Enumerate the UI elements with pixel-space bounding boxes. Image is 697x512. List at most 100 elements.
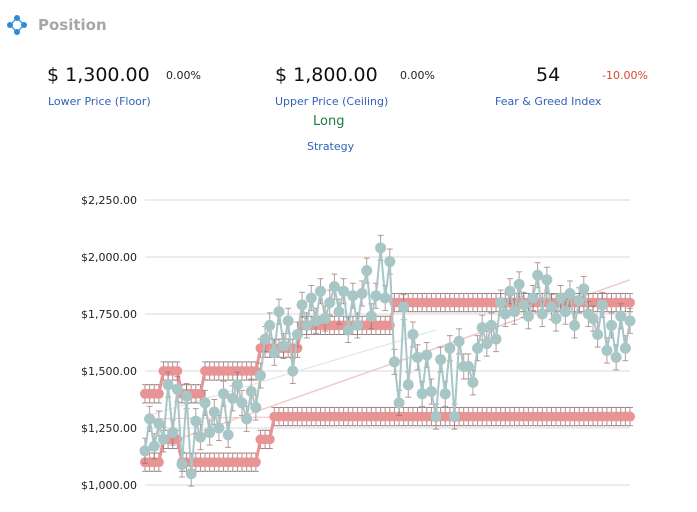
data-point [513, 278, 525, 290]
data-point [204, 427, 216, 439]
data-point [259, 333, 271, 345]
strategy-label: Strategy [307, 140, 355, 153]
data-point [384, 256, 396, 268]
fear-greed-change: -10.00% [602, 69, 648, 82]
data-point [208, 406, 220, 418]
data-point [490, 333, 502, 345]
data-point [268, 347, 280, 359]
data-point [532, 269, 544, 281]
data-point [430, 411, 442, 423]
data-point [393, 397, 405, 409]
data-point [402, 379, 414, 391]
series-price [139, 234, 636, 487]
y-axis-ticks: $1,000.00 $1,250.00 $1,500.00 $1,750.00 $2,0… [81, 194, 137, 492]
data-point [615, 310, 627, 322]
data-point [171, 383, 183, 395]
data-point [241, 413, 253, 425]
data-point [578, 283, 590, 295]
series-line [144, 246, 631, 475]
y-tick-label: $1,750.00 [81, 308, 137, 321]
data-point [439, 388, 451, 400]
data-point [264, 434, 275, 445]
data-point [172, 366, 183, 376]
data-point [342, 324, 354, 336]
data-point [388, 356, 400, 368]
data-point [181, 390, 193, 402]
data-point [444, 342, 456, 354]
chart-grid [145, 199, 630, 486]
data-point [231, 379, 243, 391]
price-range-chart: $1,000.00 $1,250.00 $1,500.00 $1,750.00 $2,0… [81, 194, 636, 492]
data-point [587, 313, 599, 325]
floor-change: 0.00% [166, 69, 201, 82]
data-point [301, 319, 313, 331]
panel-header: Position [6, 10, 107, 40]
data-point [592, 329, 604, 341]
data-point [504, 285, 516, 297]
data-point [162, 379, 174, 391]
data-point [195, 388, 206, 399]
data-point [495, 297, 507, 309]
data-point [351, 319, 363, 331]
data-point [569, 319, 581, 331]
fear-greed-label: Fear & Greed Index [495, 95, 602, 108]
data-point [559, 306, 571, 318]
floor-metric: $ 1,300.00 0.00% Lower Price (Floor) [47, 64, 201, 108]
y-tick-label: $1,250.00 [81, 422, 137, 435]
data-point [370, 290, 382, 302]
data-point [476, 322, 488, 334]
data-point [227, 392, 239, 404]
data-point [153, 417, 165, 429]
data-point [315, 285, 327, 297]
data-point [278, 340, 290, 352]
data-point [328, 281, 340, 293]
data-point [245, 386, 257, 398]
data-point [185, 468, 197, 480]
data-point [333, 306, 345, 318]
series-lower-range [140, 406, 635, 472]
panel-title: Position [38, 16, 107, 34]
data-point [153, 457, 164, 468]
data-point [624, 315, 636, 327]
data-point [606, 319, 618, 331]
floor-value: $ 1,300.00 [47, 64, 150, 86]
data-point [139, 445, 151, 457]
data-point [347, 290, 359, 302]
data-point [527, 292, 539, 304]
data-point [499, 308, 511, 320]
data-point [310, 315, 322, 327]
diamond-nodes-icon [7, 15, 27, 35]
data-point [236, 397, 248, 409]
data-point [291, 329, 303, 341]
data-point [176, 458, 188, 470]
data-point [625, 411, 635, 422]
data-point [485, 319, 497, 331]
data-point [356, 287, 368, 299]
y-tick-label: $1,500.00 [81, 365, 137, 378]
ceiling-change: 0.00% [400, 69, 435, 82]
data-point [550, 313, 562, 325]
data-point [536, 308, 548, 320]
data-point [481, 338, 493, 350]
data-point [282, 315, 294, 327]
data-point [250, 401, 262, 413]
data-point [541, 274, 553, 286]
data-point [545, 301, 557, 313]
data-point [462, 360, 474, 372]
data-point [518, 299, 530, 311]
y-tick-label: $1,000.00 [81, 479, 137, 492]
data-point [319, 313, 331, 325]
data-point [338, 285, 350, 297]
data-point [425, 386, 437, 398]
data-point [619, 342, 631, 354]
data-point [375, 242, 387, 254]
data-point [596, 299, 608, 311]
y-tick-label: $2,000.00 [81, 251, 137, 264]
data-point [379, 292, 391, 304]
data-point [287, 365, 299, 377]
y-tick-label: $2,250.00 [81, 194, 137, 207]
data-point [264, 319, 276, 331]
data-point [509, 306, 521, 318]
floor-label: Lower Price (Floor) [48, 95, 151, 108]
data-point [254, 370, 266, 382]
